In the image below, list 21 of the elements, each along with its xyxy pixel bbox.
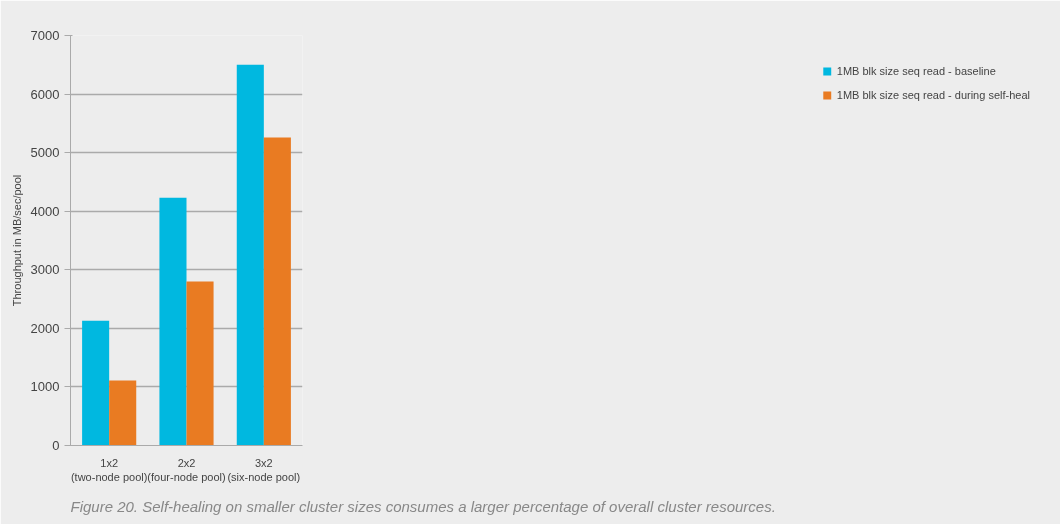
y-tick-label: 4000 — [30, 203, 60, 219]
y-tick-label: 2000 — [30, 320, 60, 336]
bar — [263, 137, 291, 446]
x-tick-label: 1x2 (two-node pool) — [70, 456, 148, 483]
legend-label: 1MB blk size seq read - baseline — [836, 65, 996, 77]
y-tick-label: 0 — [52, 438, 60, 453]
bar — [82, 320, 110, 446]
x-tick-label: 3x2 (six-node pool) — [227, 456, 301, 483]
x-tick-label: 2x2 (four-node pool) — [147, 456, 226, 483]
y-tick-label: 1000 — [30, 379, 60, 395]
y-axis-title: Throughput in MB/sec/pool — [10, 174, 23, 307]
y-tick-label: 5000 — [30, 145, 60, 161]
bar — [109, 380, 137, 446]
y-tick-label: 6000 — [30, 86, 60, 102]
caption: Figure 20. Self-healing on smaller cluster sizes consumes a larger percentage of overall cluster resources. — [70, 497, 776, 515]
legend-label: 1MB blk size seq read - during self-heal — [836, 89, 1030, 101]
bar — [186, 281, 214, 446]
y-tick-label: 3000 — [30, 262, 60, 278]
bar — [159, 197, 187, 446]
bar — [236, 64, 264, 446]
y-tick-label: 7000 — [30, 28, 60, 43]
